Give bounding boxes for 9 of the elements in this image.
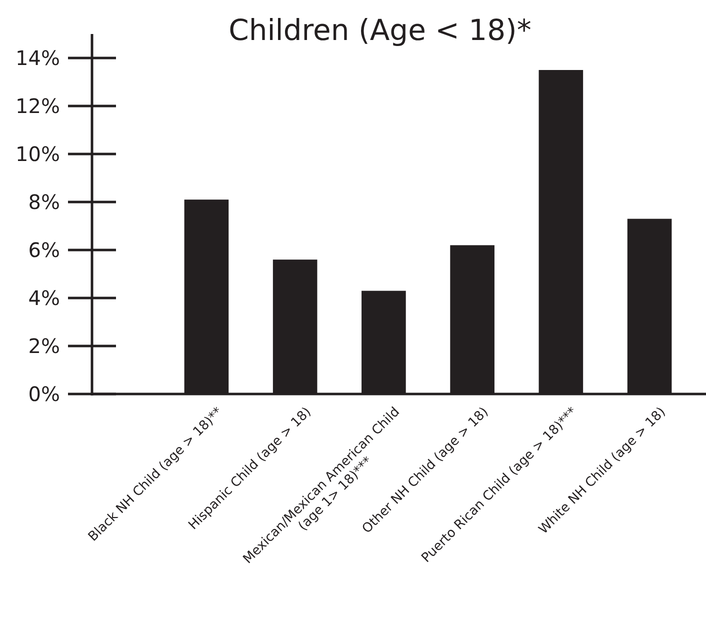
- y-tick-label: 0%: [28, 382, 60, 406]
- y-tick-label: 6%: [28, 238, 60, 262]
- y-tick-label: 4%: [28, 286, 60, 310]
- y-tick-label: 10%: [16, 142, 60, 166]
- y-tick-label: 8%: [28, 190, 60, 214]
- y-tick-label: 2%: [28, 334, 60, 358]
- y-tick-label: 14%: [16, 46, 60, 70]
- y-tick-label: 12%: [16, 94, 60, 118]
- chart-title: Children (Age < 18)*: [228, 13, 532, 47]
